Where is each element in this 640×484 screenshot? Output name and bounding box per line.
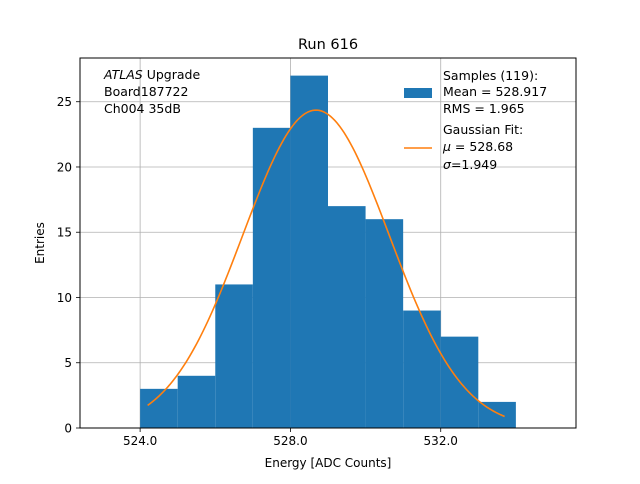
legend-samples-rms: RMS = 1.965: [443, 101, 525, 116]
x-tick-label-2: 532.0: [424, 434, 458, 448]
histogram-bar-1: [177, 375, 216, 428]
histogram-bar-5: [328, 206, 366, 428]
histogram-bar-6: [365, 219, 404, 428]
histogram-bar-2: [215, 284, 253, 428]
legend-sigma-symbol: σ: [443, 157, 452, 172]
annotation-board: Board187722: [104, 84, 188, 99]
legend-samples-swatch: [404, 88, 432, 98]
legend-sigma-value: =1.949: [451, 157, 497, 172]
histogram-bar-7: [403, 310, 441, 428]
legend-mu-value: = 528.68: [451, 139, 513, 154]
y-tick-label-3: 15: [57, 226, 72, 240]
annotation-line-1: ATLAS Upgrade: [103, 67, 200, 82]
y-axis-ticks: 0 5 10 15 20 25: [57, 95, 80, 436]
histogram-bar-0: [140, 388, 178, 428]
legend-fit-mu: μ = 528.68: [442, 139, 513, 154]
annotation-upgrade: Upgrade: [143, 67, 201, 82]
histogram-bar-4: [290, 75, 328, 428]
legend-fit-label: Gaussian Fit:: [443, 122, 523, 137]
histogram-bar-3: [252, 127, 291, 428]
x-tick-label-1: 528.0: [273, 434, 307, 448]
y-tick-label-1: 5: [64, 356, 72, 370]
y-tick-label-5: 25: [57, 95, 72, 109]
plot-frame: [79, 57, 577, 429]
legend-samples-mean: Mean = 528.917: [443, 84, 547, 99]
x-tick-label-0: 524.0: [123, 434, 157, 448]
annotation-box: ATLAS Upgrade Board187722 Ch004 35dB: [103, 67, 200, 116]
legend-mu-symbol: μ: [442, 139, 451, 154]
gaussian-fit-curve: [147, 109, 505, 418]
y-tick-label-2: 10: [57, 291, 72, 305]
chart-title: Run 616: [298, 37, 358, 53]
y-axis-label: Entries: [33, 222, 47, 264]
y-tick-label-0: 0: [64, 422, 72, 436]
annotation-channel: Ch004 35dB: [104, 101, 181, 116]
x-axis-label: Energy [ADC Counts]: [265, 456, 392, 470]
legend-fit-sigma: σ=1.949: [443, 157, 497, 172]
annotation-experiment: ATLAS: [103, 67, 143, 82]
histogram-bars: [140, 75, 516, 428]
legend-samples-label: Samples (119):: [443, 68, 538, 83]
y-tick-label-4: 20: [57, 160, 72, 174]
x-axis-ticks: 524.0 528.0 532.0: [123, 428, 458, 448]
legend: Samples (119): Mean = 528.917 RMS = 1.96…: [404, 68, 547, 172]
